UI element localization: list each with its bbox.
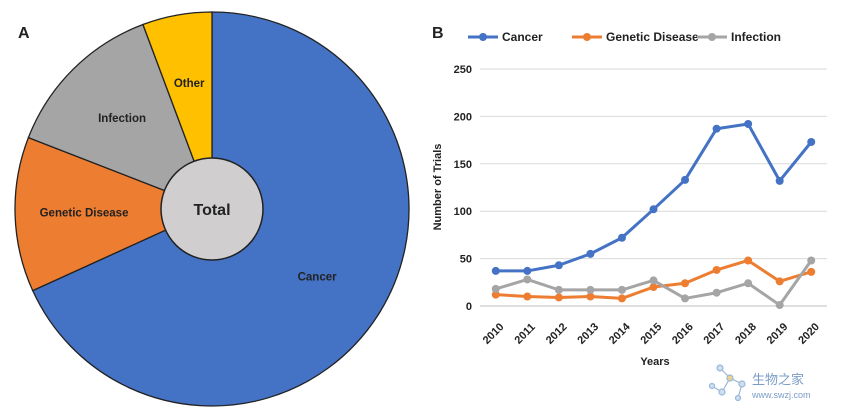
data-point-genetic-disease xyxy=(491,290,500,299)
data-point-infection xyxy=(649,276,658,285)
data-point-infection xyxy=(775,301,784,310)
data-point-infection xyxy=(586,285,595,294)
y-tick-label: 150 xyxy=(454,159,472,171)
molecule-logo-icon xyxy=(708,364,746,402)
x-tick-label: 2011 xyxy=(513,321,538,346)
data-point-infection xyxy=(523,275,532,284)
data-point-infection xyxy=(681,294,690,303)
legend-label-infection: Infection xyxy=(731,30,781,44)
panel-letter-b: B xyxy=(432,25,444,42)
legend-marker-infection xyxy=(708,33,716,41)
y-tick-label: 50 xyxy=(460,254,472,266)
x-tick-label: 2018 xyxy=(733,321,759,347)
line-chart-panel: B Cancer Genetic Disease Infection 0 50 100 1… xyxy=(432,25,827,368)
x-tick-label: 2020 xyxy=(796,321,822,347)
x-tick-label: 2017 xyxy=(702,321,728,347)
data-point-genetic-disease xyxy=(712,265,721,274)
x-tick-label: 2015 xyxy=(638,321,664,347)
data-point-cancer xyxy=(744,119,753,128)
x-tick-label: 2010 xyxy=(481,321,507,347)
data-point-cancer xyxy=(586,249,595,258)
x-tick-label: 2012 xyxy=(544,321,570,347)
data-point-infection xyxy=(744,279,753,288)
data-point-genetic-disease xyxy=(649,283,658,292)
pie-slice-infection xyxy=(27,23,214,211)
pie-center-hole xyxy=(160,157,264,261)
x-tick-label: 2016 xyxy=(670,321,696,347)
y-axis-title: Number of Trials xyxy=(432,144,444,231)
watermark-title: 生物之家 xyxy=(752,372,804,387)
x-axis-title: Years xyxy=(640,356,669,368)
panel-letter-a: A xyxy=(18,25,30,42)
data-point-infection xyxy=(554,285,563,294)
y-tick-label: 100 xyxy=(454,206,472,218)
legend-marker-genetic-disease xyxy=(583,33,591,41)
pie-chart-panel: A Total Cancer Genetic Disease Infection Ot… xyxy=(14,11,410,407)
data-point-infection xyxy=(491,284,500,293)
data-point-genetic-disease xyxy=(586,292,595,301)
data-point-cancer xyxy=(523,266,532,275)
data-point-genetic-disease xyxy=(744,256,753,265)
watermark: 生物之家 www.swzj.com xyxy=(708,364,811,402)
pie-label-genetic-disease: Genetic Disease xyxy=(40,208,129,220)
data-point-cancer xyxy=(681,175,690,184)
legend-label-cancer: Cancer xyxy=(502,30,543,44)
data-point-infection xyxy=(712,288,721,297)
pie-label-cancer: Cancer xyxy=(298,272,338,284)
series-line-cancer xyxy=(495,122,813,273)
data-point-infection xyxy=(807,256,816,265)
data-point-genetic-disease xyxy=(554,293,563,302)
y-tick-label: 0 xyxy=(466,301,472,313)
data-point-cancer xyxy=(775,176,784,185)
x-tick-label: 2013 xyxy=(575,321,601,347)
legend-label-genetic-disease: Genetic Disease xyxy=(606,30,699,44)
pie-slice-genetic-disease xyxy=(14,136,214,292)
data-point-genetic-disease xyxy=(775,277,784,286)
data-point-genetic-disease xyxy=(807,267,816,276)
data-point-cancer xyxy=(491,266,500,275)
data-point-genetic-disease xyxy=(681,279,690,288)
data-point-cancer xyxy=(649,205,658,214)
data-point-cancer xyxy=(712,124,721,133)
data-point-cancer xyxy=(554,261,563,270)
data-point-genetic-disease xyxy=(617,294,626,303)
y-tick-label: 200 xyxy=(454,111,472,123)
data-point-cancer xyxy=(617,233,626,242)
pie-label-other: Other xyxy=(174,78,205,90)
legend-marker-cancer xyxy=(479,33,487,41)
pie-slice-other xyxy=(142,11,213,210)
pie-label-infection: Infection xyxy=(98,113,146,125)
x-tick-label: 2014 xyxy=(607,320,633,346)
data-point-genetic-disease xyxy=(523,292,532,301)
data-point-cancer xyxy=(807,137,816,146)
watermark-url: www.swzj.com xyxy=(751,390,811,400)
pie-center-label: Total xyxy=(193,202,230,219)
y-tick-label: 250 xyxy=(454,64,472,76)
x-tick-label: 2019 xyxy=(765,321,791,347)
data-point-infection xyxy=(617,285,626,294)
